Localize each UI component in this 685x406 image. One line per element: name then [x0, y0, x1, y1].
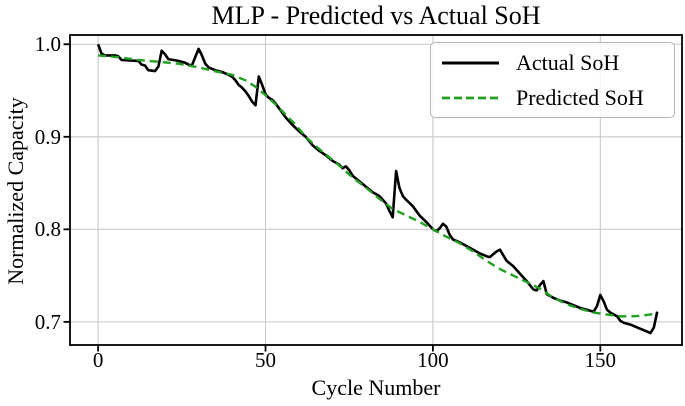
predicted-line-sample-icon: [442, 96, 499, 99]
y-tick-label: 0.8: [34, 217, 61, 242]
y-axis-label: Normalized Capacity: [3, 97, 28, 285]
legend-item-predicted: Predicted SoH: [431, 80, 674, 115]
y-tick-label: 0.7: [34, 309, 61, 334]
x-tick-label: 100: [417, 348, 449, 372]
x-tick-label: 50: [255, 348, 277, 372]
legend-label-actual: Actual SoH: [516, 49, 620, 75]
chart-title: MLP - Predicted vs Actual SoH: [211, 1, 541, 30]
x-tick-label: 150: [584, 348, 617, 372]
actual-line-sample-icon: [442, 61, 499, 64]
series-line-predicted-soh: [97, 54, 658, 318]
plot-border: [69, 34, 683, 346]
legend-item-actual: Actual SoH: [431, 45, 674, 80]
x-tick-label: 0: [92, 348, 104, 372]
x-axis-label: Cycle Number: [311, 375, 441, 400]
y-tick-label: 0.9: [34, 124, 61, 149]
y-tick-label: 1.0: [34, 32, 61, 57]
legend: Actual SoH Predicted SoH: [430, 42, 675, 118]
legend-label-predicted: Predicted SoH: [516, 84, 644, 110]
